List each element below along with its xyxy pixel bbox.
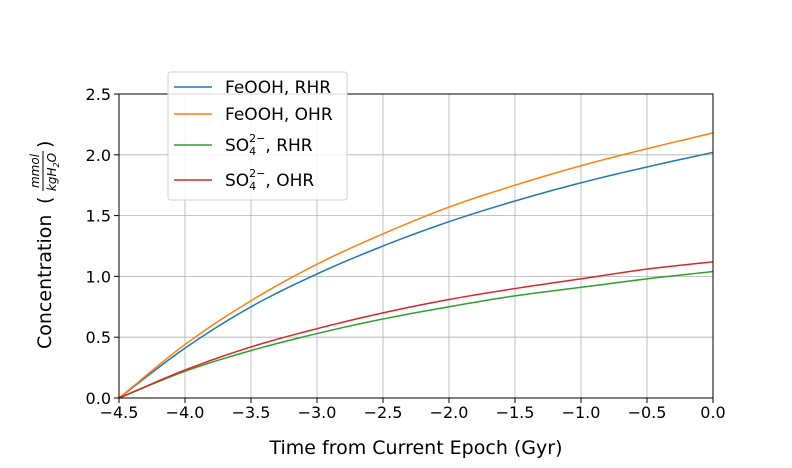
x-tick-label: −1.0: [562, 403, 601, 422]
plot-frame: [118, 93, 714, 399]
y-tick-label: 2.5: [86, 85, 111, 104]
x-tick-label: −0.5: [628, 403, 667, 422]
y-tick-label: 0.5: [86, 328, 111, 347]
legend-label-3: SO42−, OHR: [225, 167, 314, 193]
y-tick-label: 0.0: [86, 389, 111, 408]
y-axis-label-open-paren: (: [34, 197, 56, 204]
tick-labels: −4.5 −4.0 −3.5 −3.0 −2.5 −2.0 −1.5 −1.0 −0.5 0.0 0…: [86, 85, 726, 422]
series-line-0: [118, 151, 714, 399]
x-tick-label: −4.0: [166, 403, 205, 422]
series-line-1: [118, 132, 714, 399]
y-axis-label-close-paren: ): [34, 141, 56, 148]
legend-label-2: SO42−, RHR: [225, 132, 313, 158]
y-tick-label: 1.5: [86, 207, 111, 226]
y-axis-label-unit-denominator: kgH2O: [45, 153, 61, 191]
x-tick-label: 0.0: [700, 403, 725, 422]
series-layer: [118, 132, 714, 399]
series-line-2: [118, 270, 714, 399]
y-tick-label: 2.0: [86, 146, 111, 165]
y-axis-label-text: Concentration: [34, 215, 56, 349]
x-tick-label: −3.0: [298, 403, 337, 422]
legend-box: [167, 71, 348, 201]
x-tick-label: −4.5: [100, 403, 139, 422]
y-axis-label: Concentration ( mmol kgH2O ): [28, 141, 61, 349]
legend: FeOOH, RHR FeOOH, OHR SO42−, RHR SO42−, OHR: [167, 71, 348, 201]
y-tick-label: 1.0: [86, 267, 111, 286]
x-axis-label: Time from Current Epoch (Gyr): [268, 437, 562, 459]
series-line-3: [118, 261, 714, 399]
legend-label-0: FeOOH, RHR: [225, 78, 331, 98]
x-tick-label: −3.5: [232, 403, 271, 422]
y-axis-label-unit-numerator: mmol: [28, 153, 42, 188]
x-tick-label: −2.0: [430, 403, 469, 422]
x-tick-label: −1.5: [496, 403, 535, 422]
x-tick-label: −2.5: [364, 403, 403, 422]
legend-label-1: FeOOH, OHR: [225, 105, 333, 125]
ticks: [114, 93, 714, 403]
